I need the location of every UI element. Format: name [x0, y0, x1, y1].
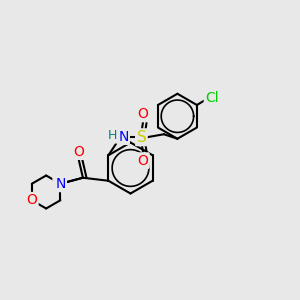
Text: O: O — [26, 193, 37, 207]
Text: H: H — [108, 129, 118, 142]
Text: N: N — [118, 130, 129, 144]
Text: O: O — [137, 154, 148, 168]
Text: Cl: Cl — [205, 91, 219, 105]
Text: S: S — [136, 130, 146, 145]
Text: O: O — [73, 145, 84, 159]
Text: N: N — [55, 177, 66, 191]
Text: O: O — [137, 107, 148, 121]
Text: N: N — [54, 177, 64, 191]
